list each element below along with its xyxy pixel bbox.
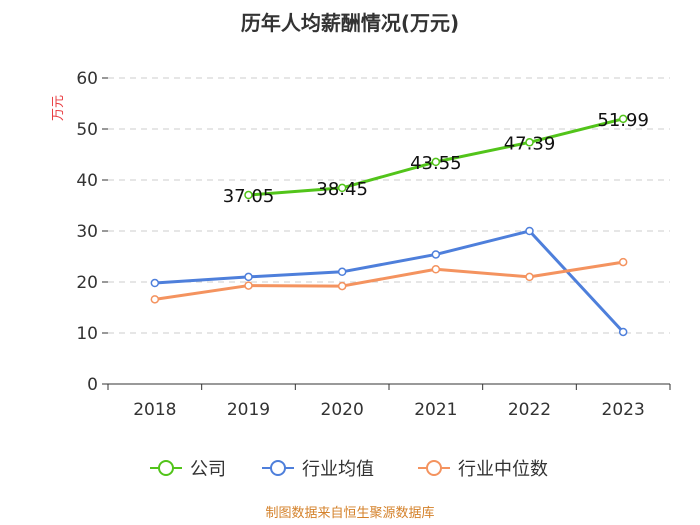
data-label: 38.45	[316, 179, 368, 200]
x-tick-label: 2018	[133, 400, 176, 420]
legend-label: 行业中位数	[458, 459, 548, 480]
data-point	[244, 272, 253, 282]
series-lines	[150, 114, 628, 337]
y-tick-label: 50	[76, 120, 98, 140]
y-tick-label: 60	[76, 69, 98, 89]
data-point	[337, 267, 347, 277]
y-axis-ticks: 0 10 20 30 40 50 60	[76, 69, 108, 395]
x-tick-label: 2022	[508, 400, 551, 420]
series-line	[154, 260, 624, 301]
x-tick-label: 2019	[227, 400, 270, 420]
x-axis-ticks: 2018 2019 2020 2021 2022 2023	[107, 384, 671, 420]
source-note: 制图数据来自恒生聚源数据库	[265, 505, 434, 521]
y-tick-label: 10	[76, 324, 98, 344]
data-point	[525, 226, 534, 236]
legend-swatch-marker	[158, 460, 174, 476]
data-point	[150, 278, 160, 288]
data-point	[431, 265, 441, 274]
data-point	[337, 183, 347, 193]
x-tick-label: 2020	[321, 400, 364, 420]
data-point	[244, 281, 253, 290]
data-label: 37.05	[223, 186, 275, 207]
legend: 公司 行业均值 行业中位数	[150, 459, 548, 480]
y-axis-label: 万元	[51, 95, 66, 121]
chart-title: 历年人均薪酬情况(万元)	[241, 11, 459, 35]
data-point	[150, 295, 160, 304]
x-tick-label: 2021	[414, 400, 457, 420]
y-tick-label: 0	[87, 375, 98, 395]
data-label: 51.99	[597, 110, 649, 131]
grid-lines	[108, 77, 670, 334]
data-point	[618, 327, 628, 337]
x-tick-label: 2023	[602, 400, 645, 420]
y-tick-label: 30	[76, 222, 98, 242]
data-point	[525, 138, 534, 147]
y-tick-label: 40	[76, 171, 98, 191]
data-labels: 37.05 38.45 43.55 47.39 51.99	[223, 110, 649, 207]
legend-swatch-marker	[426, 460, 442, 476]
y-tick-label: 20	[76, 273, 98, 293]
data-point	[337, 281, 347, 291]
data-point	[244, 190, 253, 200]
data-point	[431, 250, 441, 259]
legend-label: 公司	[190, 459, 226, 480]
data-point	[618, 257, 628, 267]
data-label: 43.55	[410, 153, 462, 174]
series-line	[154, 229, 625, 334]
data-label: 47.39	[504, 133, 556, 154]
legend-swatch-marker	[270, 460, 286, 476]
data-point	[431, 157, 441, 167]
legend-label: 行业均值	[302, 459, 374, 480]
data-point	[618, 114, 628, 124]
data-point	[525, 272, 534, 282]
